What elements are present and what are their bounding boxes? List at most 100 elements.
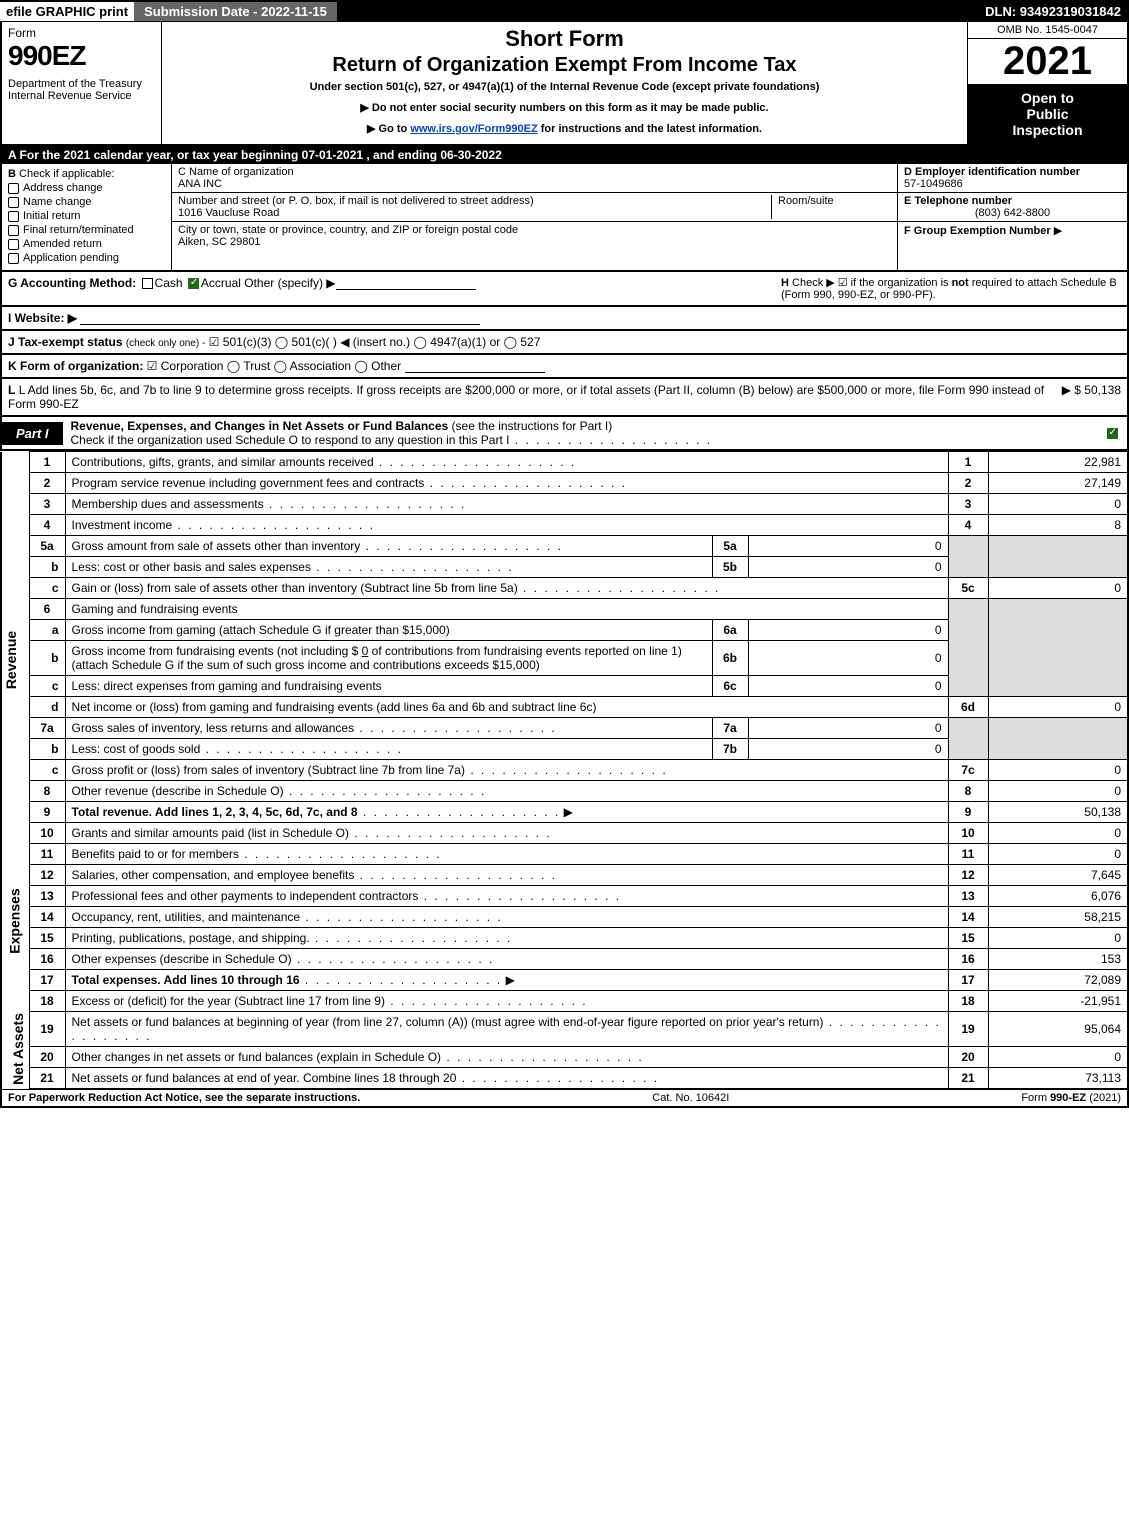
box-19: 19 [948,1012,988,1047]
sub-7b: 7b [712,739,748,760]
box-8: 8 [948,781,988,802]
box-9: 9 [948,802,988,823]
checkbox-initial-return[interactable] [8,211,19,222]
ln-6b: b [29,641,65,676]
box-13: 13 [948,886,988,907]
ln-6c: c [29,676,65,697]
checkbox-address-change[interactable] [8,183,19,194]
box-6d: 6d [948,697,988,718]
footer: For Paperwork Reduction Act Notice, see … [0,1089,1129,1108]
d-20: Other changes in net assets or fund bala… [72,1050,442,1064]
g-label: G Accounting Method: [8,276,136,290]
box-2: 2 [948,473,988,494]
dln-label: DLN: 93492319031842 [977,2,1129,21]
k-label: K Form of organization: [8,359,143,373]
d-19: Net assets or fund balances at beginning… [72,1015,824,1029]
v-6d: 0 [988,697,1128,718]
side-netassets: Net Assets [1,991,29,1089]
checkbox-cash[interactable] [142,278,153,289]
c-name-label: C Name of organization [178,166,891,178]
header-center: Short Form Return of Organization Exempt… [162,22,967,144]
org-address: 1016 Vaucluse Road [178,207,771,219]
d-6d: Net income or (loss) from gaming and fun… [72,700,597,714]
row-h: H Check ▶ ☑ if the organization is not r… [781,276,1121,301]
ln-5b: b [29,557,65,578]
part-i-title-rest: (see the instructions for Part I) [448,419,612,433]
ln-21: 21 [29,1068,65,1089]
k-other-input[interactable] [405,359,545,373]
box-21: 21 [948,1068,988,1089]
ln-20: 20 [29,1047,65,1068]
ln-15: 15 [29,928,65,949]
box-12: 12 [948,865,988,886]
d-7a: Gross sales of inventory, less returns a… [72,721,355,735]
ln-2: 2 [29,473,65,494]
checkbox-schedule-o[interactable] [1107,428,1118,439]
b-hdr: B [8,168,16,180]
tel-value: (803) 642-8800 [904,207,1121,219]
room-label: Room/suite [778,195,891,207]
v-13: 6,076 [988,886,1128,907]
box-17: 17 [948,970,988,991]
header-right: OMB No. 1545-0047 2021 Open to Public In… [967,22,1127,144]
checkbox-application-pending[interactable] [8,253,19,264]
ln-5c: c [29,578,65,599]
checkbox-name-change[interactable] [8,197,19,208]
section-a: A For the 2021 calendar year, or tax yea… [0,146,1129,164]
d-13: Professional fees and other payments to … [72,889,419,903]
row-i: I Website: ▶ [0,307,1129,331]
b-sub: Check if applicable: [19,168,114,180]
row-g-h: G Accounting Method: Cash Accrual Other … [0,272,1129,307]
v-14: 58,215 [988,907,1128,928]
org-city: Aiken, SC 29801 [178,236,891,248]
c-city-label: City or town, state or province, country… [178,224,891,236]
irs-link[interactable]: www.irs.gov/Form990EZ [410,123,537,135]
checkbox-amended-return[interactable] [8,239,19,250]
d-11: Benefits paid to or for members [72,847,239,861]
sub-5b: 5b [712,557,748,578]
box-7c: 7c [948,760,988,781]
d-21: Net assets or fund balances at end of ye… [72,1071,457,1085]
ln-7c: c [29,760,65,781]
d-7b: Less: cost of goods sold [72,742,201,756]
open-inspection-box: Open to Public Inspection [968,84,1127,144]
h-text: Check ▶ ☑ if the organization is [792,277,952,289]
d-5a: Gross amount from sale of assets other t… [72,539,361,553]
under-section: Under section 501(c), 527, or 4947(a)(1)… [168,81,961,93]
box-14: 14 [948,907,988,928]
other-specify-input[interactable] [336,276,476,290]
d-6b-1: Gross income from fundraising events (no… [72,644,362,658]
d-14: Occupancy, rent, utilities, and maintena… [72,910,301,924]
return-title: Return of Organization Exempt From Incom… [168,54,961,77]
c-addr-label: Number and street (or P. O. box, if mail… [178,195,771,207]
ln-14: 14 [29,907,65,928]
d-12: Salaries, other compensation, and employ… [72,868,355,882]
org-name: ANA INC [178,178,891,190]
d-4: Investment income [72,518,173,532]
d-5b: Less: cost or other basis and sales expe… [72,560,311,574]
box-4: 4 [948,515,988,536]
sub-6c: 6c [712,676,748,697]
v-4: 8 [988,515,1128,536]
box-1: 1 [948,452,988,473]
col-b: B Check if applicable: Address change Na… [2,164,172,270]
v-8: 0 [988,781,1128,802]
efile-print-label[interactable]: efile GRAPHIC print [0,2,134,21]
v-19: 95,064 [988,1012,1128,1047]
lbl-final-return: Final return/terminated [23,224,134,236]
checkbox-final-return[interactable] [8,225,19,236]
checkbox-accrual[interactable] [188,278,199,289]
lines-table: Revenue 1 Contributions, gifts, grants, … [0,451,1129,1089]
part-i-title: Revenue, Expenses, and Changes in Net As… [63,417,1097,449]
form-label: Form [8,26,155,40]
omb-number: OMB No. 1545-0047 [968,22,1127,39]
ln-13: 13 [29,886,65,907]
g-cash: Cash [155,276,183,290]
part-i-title-b: Revenue, Expenses, and Changes in Net As… [71,419,449,433]
ln-19: 19 [29,1012,65,1047]
website-input[interactable] [80,311,480,325]
header-left: Form 990EZ Department of the Treasury In… [2,22,162,144]
ln-6d: d [29,697,65,718]
d-10: Grants and similar amounts paid (list in… [72,826,349,840]
ln-5a: 5a [29,536,65,557]
